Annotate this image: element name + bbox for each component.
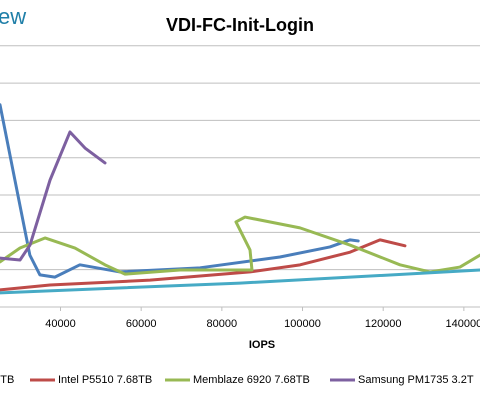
series-line <box>0 130 107 262</box>
logo: ew <box>0 4 26 29</box>
legend-label: Intel P5510 7.68TB <box>58 374 152 386</box>
series-line <box>0 215 480 276</box>
x-tick-label: 100000 <box>284 318 321 330</box>
x-axis-label: IOPS <box>249 339 275 351</box>
x-tick-label: 120000 <box>365 318 402 330</box>
x-tick-label: 60000 <box>126 318 157 330</box>
legend-label: Memblaze 6920 7.68TB <box>193 374 310 386</box>
chart-title: VDI-FC-Init-Login <box>166 15 314 35</box>
legend-label: 68TB <box>0 374 14 386</box>
series-line <box>0 268 480 295</box>
x-tick-label: 80000 <box>207 318 238 330</box>
x-tick-label: 140000 <box>446 318 480 330</box>
series-line <box>0 103 360 279</box>
legend-label: Samsung PM1735 3.2T <box>358 374 474 386</box>
x-tick-label: 40000 <box>45 318 76 330</box>
series-line <box>0 238 407 292</box>
